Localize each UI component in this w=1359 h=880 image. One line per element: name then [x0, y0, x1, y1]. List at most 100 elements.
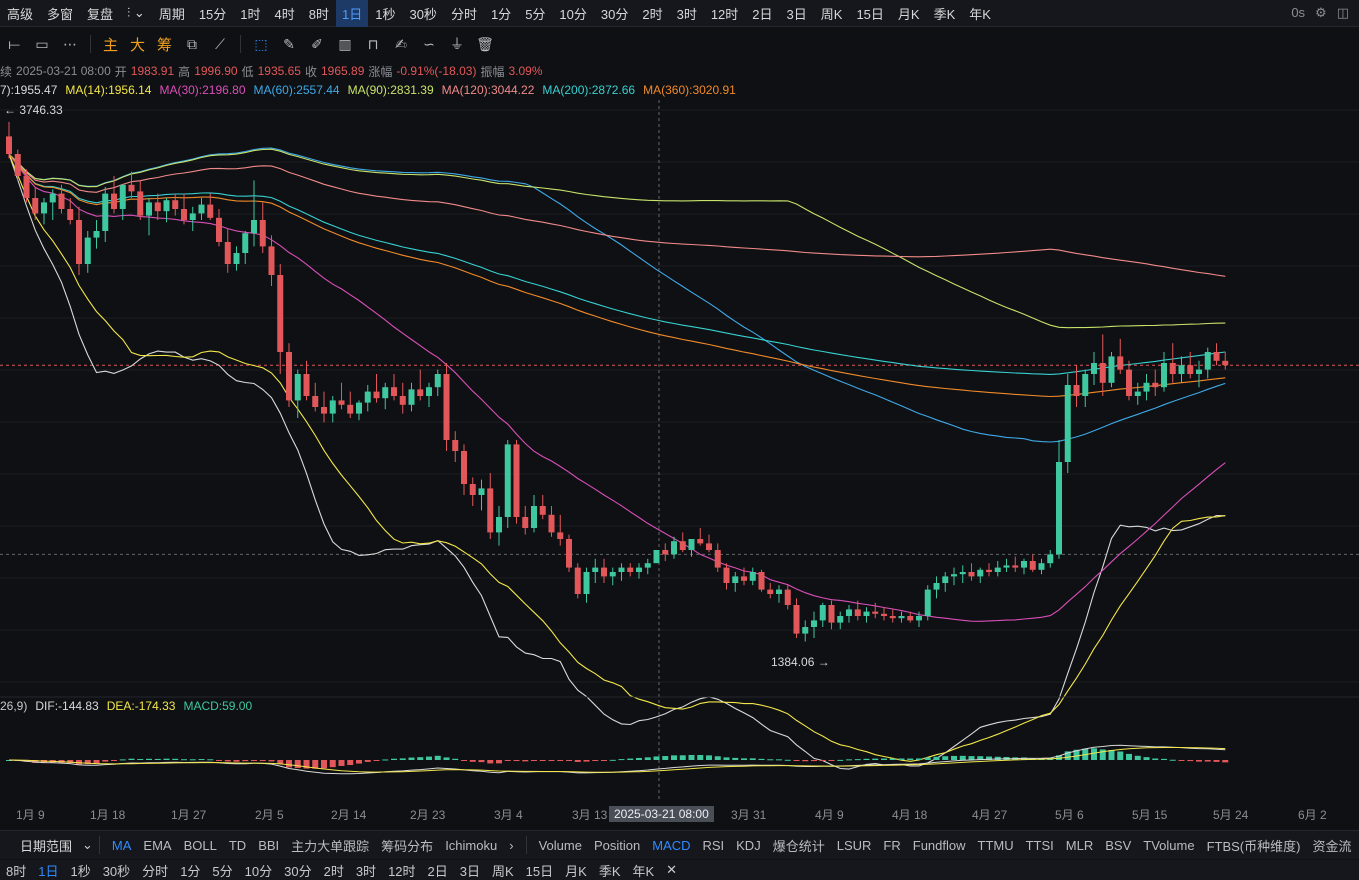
- candle-body: [1117, 356, 1124, 370]
- bottom-period-18[interactable]: 年K: [632, 863, 655, 879]
- period-20[interactable]: 2日: [752, 6, 773, 22]
- bottom-period-1[interactable]: 1日: [38, 863, 59, 879]
- bottom-period-4[interactable]: 分时: [142, 863, 169, 879]
- sub-tab-5[interactable]: 爆仓统计: [772, 838, 825, 854]
- horizontal-line-icon[interactable]: ⟝: [8, 35, 20, 52]
- candle-icon[interactable]: ▥: [338, 35, 352, 52]
- brush-icon[interactable]: ✐: [311, 35, 323, 52]
- main-tab-4[interactable]: BBI: [258, 837, 280, 853]
- bottom-period-5[interactable]: 1分: [180, 863, 201, 879]
- sub-tab-10[interactable]: TTSI: [1025, 837, 1054, 853]
- period-2[interactable]: 复盘: [87, 6, 114, 22]
- bottom-period-9[interactable]: 2时: [323, 863, 344, 879]
- bottom-period-15[interactable]: 15日: [525, 863, 554, 879]
- period-9[interactable]: 1日: [336, 0, 369, 27]
- period-17[interactable]: 2时: [642, 6, 663, 22]
- rectangle-icon[interactable]: ▭: [35, 35, 49, 52]
- indicator-main[interactable]: 主: [103, 36, 119, 54]
- period-14[interactable]: 5分: [525, 6, 546, 22]
- bottom-period-12[interactable]: 2日: [427, 863, 448, 879]
- main-tab-5[interactable]: 主力大单跟踪: [291, 838, 370, 854]
- lock-icon[interactable]: ⊓: [367, 35, 379, 52]
- period-12[interactable]: 分时: [450, 6, 477, 22]
- period-18[interactable]: 3时: [676, 6, 697, 22]
- period-15[interactable]: 10分: [559, 6, 587, 22]
- select-icon[interactable]: ⬚: [254, 35, 268, 52]
- bottom-period-0[interactable]: 8时: [6, 863, 27, 879]
- main-tab-7[interactable]: Ichimoku: [445, 837, 498, 853]
- sub-tab-1[interactable]: Position: [593, 837, 641, 853]
- sub-tab-12[interactable]: BSV: [1105, 837, 1132, 853]
- period-25[interactable]: 季K: [933, 6, 956, 22]
- bottom-period-14[interactable]: 周K: [492, 863, 514, 879]
- more-icon[interactable]: ⋯: [63, 35, 77, 52]
- sub-tab-3[interactable]: RSI: [702, 837, 725, 853]
- sub-tab-6[interactable]: LSUR: [836, 837, 872, 853]
- sub-tab-2[interactable]: MACD: [652, 837, 691, 853]
- hide-drawing-icon[interactable]: ⟋: [215, 35, 225, 52]
- indicator-chips[interactable]: 筹: [157, 36, 173, 54]
- period-13[interactable]: 1分: [490, 6, 512, 22]
- period-22[interactable]: 周K: [820, 6, 843, 22]
- camera-icon[interactable]: ◫: [1336, 5, 1349, 20]
- sub-tab-0[interactable]: Volume: [538, 837, 582, 853]
- sub-tab-8[interactable]: Fundflow: [912, 837, 966, 853]
- period-8[interactable]: 8时: [308, 6, 329, 22]
- date-range-select[interactable]: 日期范围: [20, 838, 73, 854]
- sub-tab-15[interactable]: 资金流: [1312, 838, 1352, 854]
- ohlc-date: 2025-03-21 08:00: [16, 64, 111, 78]
- period-3[interactable]: ⫶ ⌄: [127, 5, 145, 20]
- sub-tab-13[interactable]: TVolume: [1143, 837, 1195, 853]
- main-tab-0[interactable]: MA: [111, 837, 132, 853]
- sub-tab-14[interactable]: FTBS(币种维度): [1206, 838, 1301, 854]
- period-21[interactable]: 3日: [786, 6, 807, 22]
- main-tab-6[interactable]: 筹码分布: [381, 838, 434, 854]
- bottom-period-6[interactable]: 5分: [212, 863, 233, 879]
- period-19[interactable]: 12时: [710, 6, 739, 22]
- period-0[interactable]: 高级: [7, 6, 34, 22]
- ruler-icon[interactable]: ✎: [283, 35, 295, 52]
- period-26[interactable]: 年K: [969, 6, 991, 22]
- sub-tab-7[interactable]: FR: [883, 837, 901, 853]
- sub-tab-9[interactable]: TTMU: [977, 837, 1014, 853]
- price-chart[interactable]: ← 3746.33 1384.06 →: [0, 100, 1359, 805]
- magnet-icon[interactable]: ∽: [423, 35, 435, 52]
- main-tab-1[interactable]: EMA: [143, 837, 172, 853]
- filter-icon[interactable]: ⏚: [450, 36, 465, 52]
- bottom-period-16[interactable]: 月K: [565, 863, 587, 879]
- bottom-period-2[interactable]: 1秒: [70, 863, 91, 879]
- period-16[interactable]: 30分: [600, 6, 629, 22]
- sub-tab-4[interactable]: KDJ: [736, 837, 761, 853]
- period-1[interactable]: 多窗: [47, 6, 74, 22]
- main-tab-2[interactable]: BOLL: [183, 837, 217, 853]
- close-icon[interactable]: ✕: [666, 862, 678, 877]
- main-tab-3[interactable]: TD: [228, 837, 247, 853]
- compare-icon[interactable]: ⧉: [187, 35, 198, 52]
- bottom-period-8[interactable]: 30分: [284, 863, 312, 879]
- period-7[interactable]: 4时: [274, 6, 295, 22]
- bottom-period-11[interactable]: 12时: [388, 863, 416, 879]
- candle-body: [391, 387, 397, 396]
- candle-body: [233, 253, 240, 264]
- period-5[interactable]: 15分: [198, 6, 227, 22]
- macd-bar: [741, 758, 747, 760]
- bottom-period-13[interactable]: 3日: [459, 863, 480, 879]
- bottom-period-17[interactable]: 季K: [598, 863, 621, 879]
- bottom-period-7[interactable]: 10分: [244, 863, 273, 879]
- chevron-right-icon[interactable]: ›: [509, 837, 514, 853]
- sub-tab-11[interactable]: MLR: [1065, 837, 1094, 853]
- period-6[interactable]: 1时: [240, 6, 261, 22]
- candle-body: [286, 352, 292, 401]
- bottom-period-10[interactable]: 3时: [355, 863, 377, 879]
- indicator-big[interactable]: 大: [130, 36, 146, 54]
- bottom-period-3[interactable]: 30秒: [102, 863, 131, 879]
- period-4[interactable]: 周期: [158, 6, 185, 22]
- period-23[interactable]: 15日: [856, 6, 884, 22]
- candle-body: [679, 541, 686, 550]
- period-24[interactable]: 月K: [897, 6, 920, 22]
- trash-icon[interactable]: 🗑: [476, 35, 494, 52]
- period-11[interactable]: 30秒: [409, 6, 437, 22]
- settings-icon[interactable]: ⚙: [1315, 5, 1327, 20]
- period-10[interactable]: 1秒: [375, 6, 396, 22]
- edit-icon[interactable]: ✍: [395, 35, 407, 52]
